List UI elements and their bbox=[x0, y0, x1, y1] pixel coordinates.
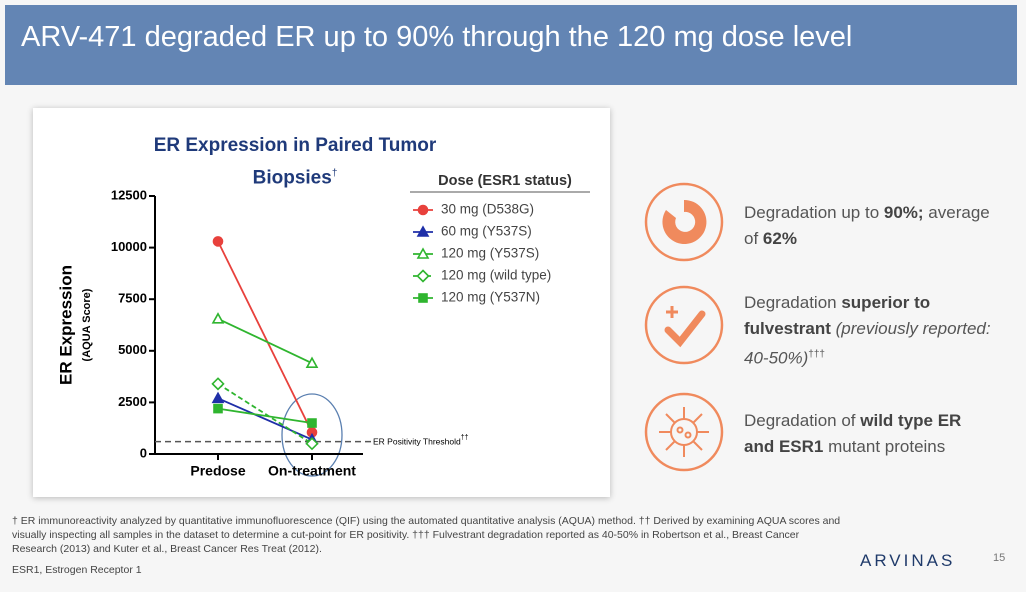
threshold-note: †† bbox=[461, 434, 469, 441]
callout-text: 62% bbox=[762, 229, 797, 248]
threshold-label-text: ER Positivity Threshold bbox=[373, 437, 461, 447]
page-number: 15 bbox=[993, 552, 1006, 564]
point bbox=[211, 312, 225, 324]
point bbox=[211, 391, 225, 404]
point bbox=[307, 418, 317, 428]
callout-text: mutant proteins bbox=[823, 437, 946, 456]
callout: Degradation up to 90%; average of 62% bbox=[744, 200, 994, 252]
y-axis-label: ER Expression bbox=[56, 265, 75, 385]
callout-text: superior to fulvestrant bbox=[744, 293, 931, 338]
footnote: † ER immunoreactivity analyzed by quanti… bbox=[12, 515, 841, 555]
point bbox=[211, 377, 225, 391]
point bbox=[416, 247, 430, 259]
y-tick-label: 12500 bbox=[111, 187, 147, 202]
highlight-ellipse bbox=[281, 393, 343, 477]
y-tick-label: 7500 bbox=[118, 291, 147, 306]
callout-text: (previously reported: 40-50%) bbox=[744, 319, 991, 368]
y-tick-label: 5000 bbox=[118, 342, 147, 357]
callout-text: average of bbox=[744, 203, 990, 248]
callout: Degradation superior to fulvestrant (pre… bbox=[744, 290, 994, 372]
point bbox=[416, 225, 430, 237]
legend-label: 120 mg (wild type) bbox=[441, 268, 551, 283]
y-tick-label: 2500 bbox=[118, 394, 147, 409]
y-tick-label: 10000 bbox=[111, 239, 147, 254]
point bbox=[213, 403, 223, 414]
x-tick-label: Predose bbox=[190, 463, 245, 479]
point bbox=[305, 437, 319, 451]
series-line bbox=[217, 317, 313, 364]
chart-panel: 0 2500 5000 7500 10000 12500 Predose On-treatme… bbox=[33, 108, 610, 497]
y-tick-label: 0 bbox=[140, 445, 147, 460]
point bbox=[305, 356, 319, 368]
callout-text: Degradation of bbox=[744, 411, 861, 430]
callout-text: 90%; bbox=[883, 203, 924, 222]
header-bar: ARV-471 degraded ER up to 90% through th… bbox=[5, 5, 1017, 85]
abbreviation: ESR1, Estrogen Receptor 1 bbox=[12, 564, 142, 576]
legend-label: 60 mg (Y537S) bbox=[441, 224, 532, 239]
point bbox=[417, 204, 429, 216]
title-note: † bbox=[331, 168, 338, 179]
slide-title: ARV-471 degraded ER up to 90% through th… bbox=[21, 21, 853, 53]
legend-label: 120 mg (Y537N) bbox=[441, 290, 540, 305]
chart-title-text: ER Expression in Paired Tumor Biopsies bbox=[153, 135, 437, 189]
series-line bbox=[217, 241, 313, 433]
chart-title: ER Expression in Paired Tumor Biopsies† bbox=[135, 132, 455, 192]
callout-text: Degradation up to bbox=[744, 203, 884, 222]
chart: 0 2500 5000 7500 10000 12500 Predose On-treatme… bbox=[56, 173, 590, 479]
point bbox=[212, 236, 224, 247]
callout-text: wild type ER and ESR1 bbox=[744, 411, 962, 456]
logo: ARVINAS bbox=[860, 551, 956, 570]
callout-text: Degradation bbox=[744, 293, 842, 312]
threshold-label: ER Positivity Threshold†† bbox=[373, 434, 469, 446]
series-line bbox=[217, 407, 313, 424]
point bbox=[418, 293, 428, 303]
series-line bbox=[217, 383, 313, 445]
x-tick-label: On-treatment bbox=[268, 463, 356, 479]
legend-label: 120 mg (Y537S) bbox=[441, 246, 539, 261]
callout-text: ††† bbox=[808, 349, 825, 360]
callout: Degradation of wild type ER and ESR1 mut… bbox=[744, 408, 994, 460]
y-axis-sublabel: (AQUA Score) bbox=[81, 288, 93, 361]
legend-title: Dose (ESR1 status) bbox=[438, 173, 572, 189]
legend-label: 30 mg (D538G) bbox=[441, 202, 534, 217]
point bbox=[416, 269, 430, 283]
